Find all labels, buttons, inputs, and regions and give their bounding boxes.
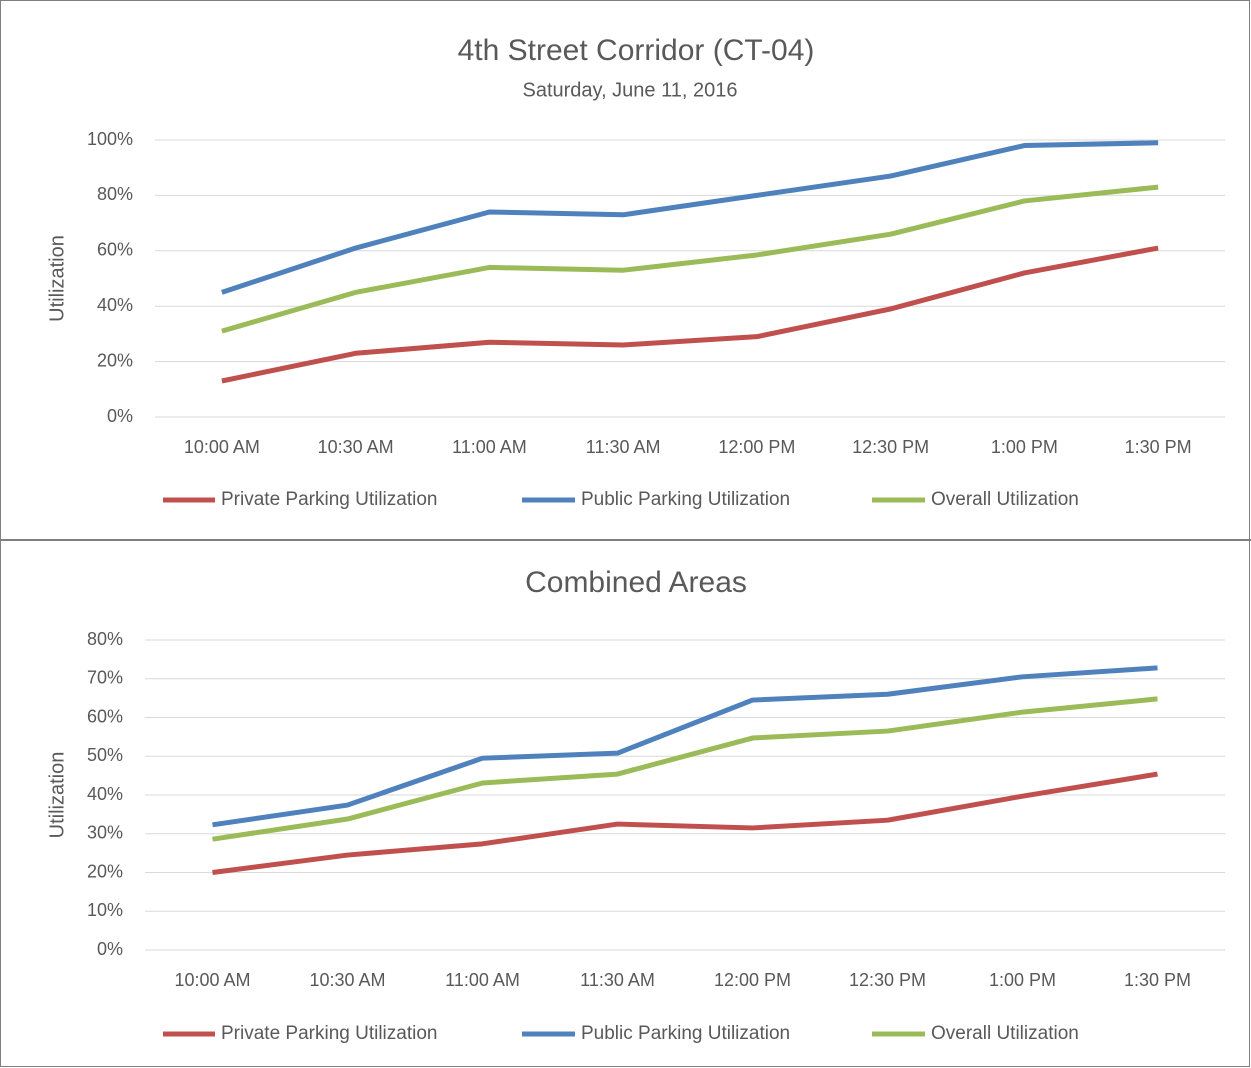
- y-tick-label: 100%: [87, 129, 133, 149]
- x-tick-label: 12:30 PM: [852, 437, 929, 457]
- y-tick-label: 80%: [97, 184, 133, 204]
- y-tick-label: 30%: [87, 823, 123, 843]
- x-tick-label: 11:00 AM: [445, 970, 520, 990]
- data-line: [212, 771, 1158, 875]
- x-tick-label: 11:00 AM: [452, 437, 527, 457]
- y-tick-label: 60%: [87, 706, 123, 726]
- x-tick-label: 12:00 PM: [714, 970, 791, 990]
- x-tick-label: 1:00 PM: [989, 970, 1056, 990]
- legend-label: Public Parking Utilization: [581, 489, 790, 510]
- chart-subtitle: Saturday, June 11, 2016: [523, 79, 738, 101]
- y-tick-label: 10%: [87, 900, 123, 920]
- data-line: [212, 696, 1158, 842]
- y-tick-label: 80%: [87, 629, 123, 649]
- y-tick-label: 40%: [87, 784, 123, 804]
- data-line: [212, 665, 1158, 828]
- y-axis-label: Utilization: [46, 752, 68, 839]
- y-tick-label: 60%: [97, 240, 133, 260]
- x-tick-label: 1:30 PM: [1125, 437, 1192, 457]
- y-axis-label: Utilization: [46, 235, 68, 322]
- legend-label: Private Parking Utilization: [221, 489, 437, 510]
- y-tick-label: 20%: [97, 350, 133, 370]
- y-tick-label: 0%: [97, 939, 123, 959]
- x-tick-label: 1:30 PM: [1124, 970, 1191, 990]
- x-tick-label: 11:30 AM: [586, 437, 661, 457]
- y-tick-label: 70%: [87, 668, 123, 688]
- legend-label: Public Parking Utilization: [581, 1023, 790, 1044]
- x-tick-label: 10:00 AM: [184, 437, 260, 457]
- chart-title: Combined Areas: [525, 566, 747, 599]
- x-tick-label: 10:30 AM: [309, 970, 385, 990]
- legend-label: Overall Utilization: [931, 489, 1079, 510]
- legend-label: Overall Utilization: [931, 1023, 1079, 1044]
- x-tick-label: 10:30 AM: [318, 437, 394, 457]
- x-tick-label: 12:30 PM: [849, 970, 926, 990]
- data-line: [221, 245, 1159, 384]
- data-line: [221, 184, 1159, 334]
- data-line: [221, 140, 1159, 295]
- x-tick-label: 12:00 PM: [718, 437, 795, 457]
- y-tick-label: 50%: [87, 745, 123, 765]
- x-tick-label: 10:00 AM: [174, 970, 250, 990]
- y-tick-label: 0%: [107, 406, 133, 426]
- y-tick-label: 40%: [97, 295, 133, 315]
- chart-title: 4th Street Corridor (CT-04): [458, 34, 815, 67]
- x-tick-label: 11:30 AM: [580, 970, 655, 990]
- legend-label: Private Parking Utilization: [221, 1023, 437, 1044]
- x-tick-label: 1:00 PM: [991, 437, 1058, 457]
- y-tick-label: 20%: [87, 861, 123, 881]
